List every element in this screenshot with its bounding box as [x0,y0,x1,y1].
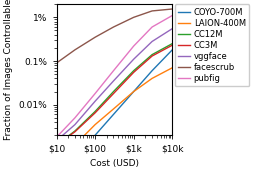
pubfig [170,14,173,17]
pubfig [150,26,153,28]
CC3M [132,71,135,73]
LAION-400M [73,144,76,146]
CC3M [150,55,153,57]
CC3M [112,93,115,95]
Line: CC12M: CC12M [56,44,172,145]
CC12M [55,144,58,146]
COYO-700M [93,134,96,136]
facescrub [73,49,76,51]
CC3M [73,131,76,133]
facescrub [112,26,115,28]
facescrub [150,10,153,12]
LAION-400M [93,124,96,126]
CC12M [150,54,153,56]
CC12M [170,43,173,45]
vggface [112,80,115,82]
COYO-700M [132,90,135,93]
Legend: COYO-700M, LAION-400M, CC12M, CC3M, vggface, facescrub, pubfig: COYO-700M, LAION-400M, CC12M, CC3M, vggf… [174,4,248,86]
facescrub [132,16,135,18]
Line: vggface: vggface [56,29,172,141]
COYO-700M [112,113,115,115]
Line: LAION-400M: LAION-400M [56,68,172,162]
Line: pubfig: pubfig [56,15,172,137]
pubfig [132,45,135,47]
pubfig [112,70,115,72]
vggface [150,40,153,42]
pubfig [73,117,76,119]
vggface [170,28,173,30]
facescrub [55,62,58,64]
CC3M [170,44,173,46]
LAION-400M [150,77,153,79]
Line: COYO-700M: COYO-700M [56,50,172,172]
COYO-700M [73,157,76,159]
LAION-400M [170,67,173,69]
Line: CC3M: CC3M [56,45,172,145]
X-axis label: Cost (USD): Cost (USD) [89,159,138,168]
vggface [55,140,58,142]
COYO-700M [170,49,173,51]
CC12M [73,130,76,132]
LAION-400M [112,108,115,110]
Y-axis label: Fraction of Images Controllable: Fraction of Images Controllable [4,0,13,140]
CC12M [132,70,135,72]
COYO-700M [150,70,153,72]
CC12M [112,90,115,93]
vggface [132,58,135,60]
facescrub [170,8,173,10]
CC12M [93,110,96,112]
vggface [93,100,96,102]
facescrub [93,36,96,38]
pubfig [55,136,58,138]
LAION-400M [55,160,58,163]
pubfig [93,93,96,95]
LAION-400M [132,90,135,93]
CC3M [93,112,96,114]
CC3M [55,144,58,146]
vggface [73,124,76,126]
Line: facescrub: facescrub [56,9,172,63]
